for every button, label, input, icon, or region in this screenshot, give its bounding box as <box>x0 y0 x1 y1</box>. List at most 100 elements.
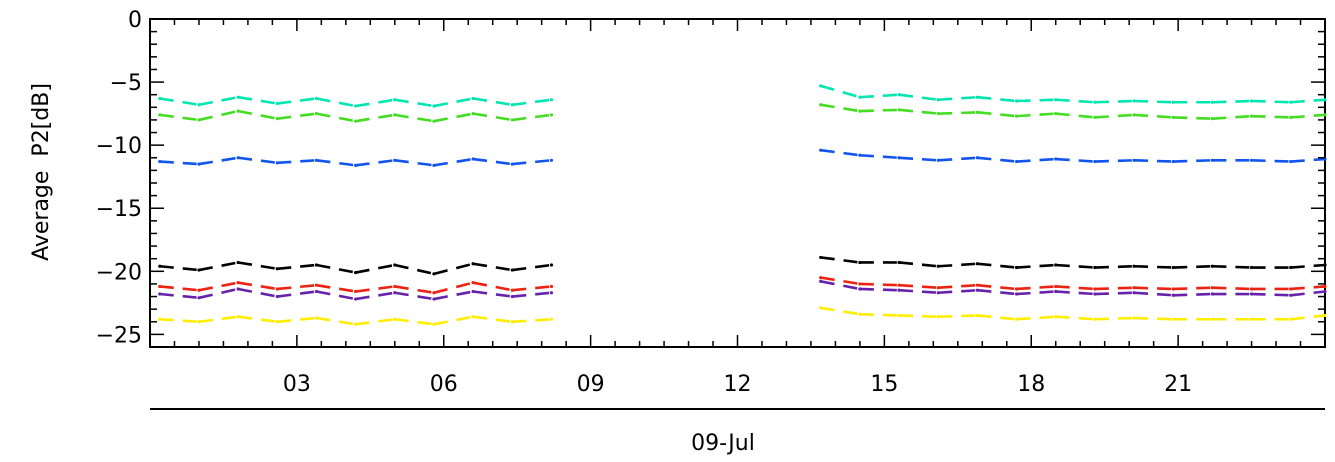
series-6-segment <box>1134 316 1174 321</box>
series-1-point <box>236 109 240 113</box>
x-tick-label: 21 <box>1164 372 1192 397</box>
series-3-segment <box>512 263 552 272</box>
series-6-point <box>510 320 514 324</box>
series-4-segment <box>512 285 552 292</box>
series-5-point <box>354 297 358 301</box>
series-2-point <box>1014 159 1019 164</box>
series-5-point <box>275 294 279 299</box>
series-4-point <box>354 289 358 294</box>
series-5-segment <box>394 291 435 301</box>
series-3-segment <box>1173 264 1213 269</box>
series-3-point <box>858 260 862 265</box>
x-tick-label: 12 <box>724 372 752 397</box>
series-0-segment <box>433 97 474 108</box>
series-3-point <box>1289 265 1293 270</box>
series-4-segment <box>1173 286 1213 291</box>
series-0-segment <box>316 97 356 108</box>
x-tick-label: 06 <box>430 372 458 397</box>
series-0-segment <box>938 95 978 102</box>
series-5-point <box>197 296 201 300</box>
series-1-point <box>549 113 554 117</box>
series-6-point <box>1323 313 1327 318</box>
series-5-segment <box>316 290 356 301</box>
series-6-point <box>236 315 240 319</box>
series-2-segment <box>316 159 356 167</box>
series-3-point <box>314 263 319 267</box>
series-5-segment <box>1055 290 1095 296</box>
series-1-segment <box>1251 114 1291 119</box>
x-tick-label: 15 <box>870 372 898 397</box>
series-5-point <box>236 287 240 291</box>
series-6-segment <box>977 314 1017 321</box>
series-0-point <box>1289 100 1293 104</box>
series-2-point <box>1249 158 1254 162</box>
series-3-point <box>936 264 940 268</box>
series-1-point <box>1054 112 1058 116</box>
series-2-segment <box>1094 158 1135 163</box>
series-0-point <box>819 84 823 88</box>
series-5-segment <box>1016 290 1056 296</box>
series-2-segment <box>898 156 939 162</box>
series-5-point <box>975 288 979 292</box>
series-5-point <box>510 294 514 299</box>
series-4-segment <box>859 282 900 287</box>
series-6-point <box>975 313 979 318</box>
series-2-segment <box>1290 157 1326 163</box>
series-1-point <box>975 110 979 114</box>
series-1-point <box>471 112 475 116</box>
series-1-segment <box>1212 114 1252 120</box>
series-5-point <box>1093 292 1097 296</box>
y-tick-label: −25 <box>96 323 142 348</box>
series-4-segment <box>394 285 435 295</box>
series-1-point <box>936 112 940 116</box>
series-1-segment <box>1016 112 1056 118</box>
series-5-segment <box>159 292 200 300</box>
series-2-segment <box>237 156 278 165</box>
series-3-segment <box>898 261 939 268</box>
series-1-point <box>819 103 823 107</box>
series-4-segment <box>938 283 978 290</box>
x-tick-label: 03 <box>283 372 311 397</box>
series-0-segment <box>1134 99 1174 104</box>
series-6-segment <box>1016 315 1056 321</box>
series-2-point <box>197 162 201 166</box>
series-5-point <box>1014 292 1019 296</box>
series-1-segment <box>859 108 900 113</box>
series-5-point <box>158 292 162 296</box>
series-2-segment <box>394 159 435 167</box>
series-6-point <box>354 322 358 326</box>
series-6-point <box>858 312 862 316</box>
series-2-segment <box>820 148 861 157</box>
series-4-point <box>1323 284 1327 289</box>
series-5-segment <box>1094 291 1135 296</box>
series-2-point <box>1210 158 1214 162</box>
series-1-segment <box>1173 116 1213 120</box>
series-0-point <box>1210 100 1214 104</box>
series-0-point <box>549 98 554 102</box>
series-3-segment <box>977 262 1017 269</box>
series-3-point <box>975 262 979 266</box>
series-0-point <box>471 96 475 101</box>
series-5-point <box>432 297 436 301</box>
series-0-segment <box>820 84 861 99</box>
series-1-segment <box>512 113 552 122</box>
plot-area <box>149 18 1326 348</box>
series-2-segment <box>355 159 395 167</box>
series-3-point <box>1093 265 1097 270</box>
series-6-point <box>471 315 475 319</box>
series-1-segment <box>472 112 513 122</box>
series-0-point <box>975 95 979 99</box>
series-6-segment <box>198 315 239 324</box>
series-3-point <box>1210 264 1214 268</box>
series-3-segment <box>1134 264 1174 269</box>
series-3-point <box>236 260 240 265</box>
series-5-point <box>819 279 823 283</box>
series-5-point <box>549 291 554 295</box>
series-4-point <box>549 284 554 289</box>
series-2-segment <box>1016 157 1056 163</box>
series-4-segment <box>1134 286 1174 291</box>
series-1-segment <box>820 103 861 113</box>
series-4-segment <box>237 281 278 291</box>
series-2-point <box>1093 159 1097 164</box>
